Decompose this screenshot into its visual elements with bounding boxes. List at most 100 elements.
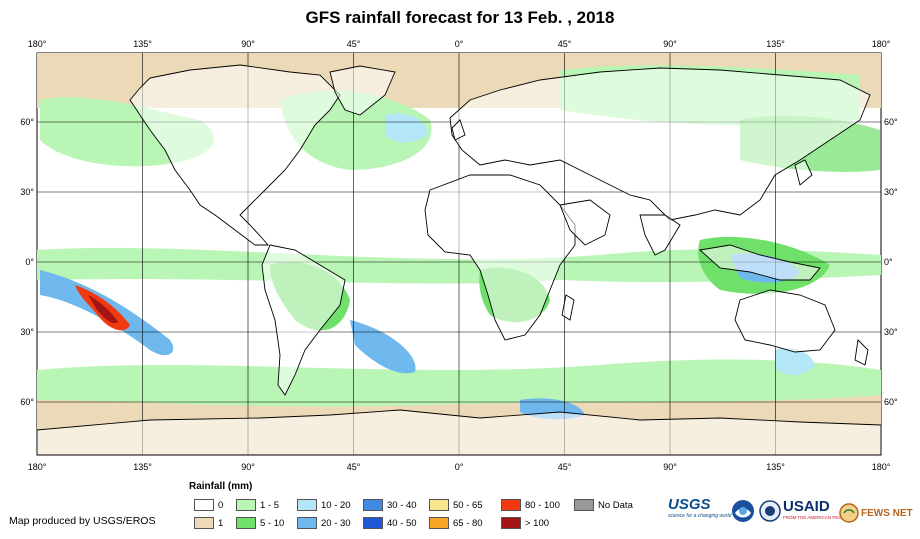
longitude-labels-bottom: 180° 135° 90° 45° 0° 45° 90° 135° 180° — [28, 462, 891, 472]
latitude-labels-right: 60° 30° 0° 30° 60° — [884, 117, 898, 407]
lon-label-bottom: 135° — [133, 462, 152, 472]
usgs-logo: USGS science for a changing world — [668, 496, 732, 527]
legend-label: 80 - 100 — [525, 499, 560, 511]
legend-swatch — [297, 499, 317, 511]
lon-label-bottom: 90° — [241, 462, 255, 472]
lon-label-bottom: 90° — [663, 462, 677, 472]
legend-item: 50 - 65 — [429, 498, 483, 512]
japan — [794, 159, 813, 186]
legend-label: > 100 — [525, 517, 550, 529]
legend-label: 65 - 80 — [453, 517, 483, 529]
usaid-tagline: FROM THE AMERICAN PEOPLE — [783, 515, 851, 520]
usgs-tagline: science for a changing world — [668, 513, 732, 519]
lon-label-top: 45° — [558, 39, 572, 49]
legend-label: 40 - 50 — [387, 517, 417, 529]
lat-label-left: 60° — [20, 397, 34, 407]
lat-label-right: 60° — [884, 117, 898, 127]
legend-label: 20 - 30 — [321, 517, 351, 529]
africa — [424, 174, 576, 341]
legend-item: 30 - 40 — [363, 498, 417, 512]
usgs-wordmark: USGS — [668, 496, 711, 513]
legend-item: > 100 — [501, 516, 549, 530]
lat-label-right: 60° — [884, 397, 898, 407]
legend-label: No Data — [598, 499, 633, 511]
legend-swatch — [363, 499, 383, 511]
lon-label-bottom: 180° — [872, 462, 891, 472]
lon-label-top: 90° — [241, 39, 255, 49]
legend-item: 20 - 30 — [297, 516, 351, 530]
legend-swatch — [429, 499, 449, 511]
southeast-asia-islands — [699, 244, 821, 281]
legend-swatch — [501, 517, 521, 529]
lat-label-right: 30° — [884, 187, 898, 197]
madagascar — [561, 294, 575, 321]
legend-label: 50 - 65 — [453, 499, 483, 511]
lon-label-top: 135° — [133, 39, 152, 49]
greenland — [329, 65, 396, 116]
lon-label-bottom: 45° — [347, 462, 361, 472]
lon-label-bottom: 0° — [455, 462, 464, 472]
india — [639, 214, 681, 256]
longitude-labels-top: 180° 135° 90° 45° 0° 45° 90° 135° 180° — [28, 39, 891, 49]
legend-item: 40 - 50 — [363, 516, 417, 530]
lon-label-top: 180° — [872, 39, 891, 49]
legend-swatch — [194, 517, 214, 529]
credit-text: Map produced by USGS/EROS — [9, 515, 156, 527]
legend-swatch — [194, 499, 214, 511]
fewsnet-logo: FEWS NET — [839, 500, 917, 526]
lon-label-bottom: 180° — [28, 462, 47, 472]
legend-swatch — [297, 517, 317, 529]
legend-item: 1 - 5 — [236, 498, 279, 512]
lon-label-top: 180° — [28, 39, 47, 49]
rainfall-map: 180° 135° 90° 45° 0° 45° 90° 135° 180° 1… — [20, 39, 898, 472]
lon-label-top: 0° — [455, 39, 464, 49]
land-outlines — [37, 64, 881, 455]
legend-label: 1 — [218, 517, 224, 529]
legend-item: 5 - 10 — [236, 516, 284, 530]
lon-label-top: 45° — [347, 39, 361, 49]
legend-swatch — [501, 499, 521, 511]
rain-patch-south-atlantic — [350, 320, 416, 374]
lat-label-left: 30° — [20, 327, 34, 337]
noaa-logo-icon — [732, 500, 754, 522]
legend-item: 10 - 20 — [297, 498, 351, 512]
lon-label-bottom: 45° — [558, 462, 572, 472]
legend-item: 1 — [194, 516, 223, 530]
legend-label: 0 — [218, 499, 224, 511]
rain-patch-north-atlantic-core — [385, 113, 428, 143]
south-america — [261, 244, 346, 396]
lon-label-bottom: 135° — [766, 462, 785, 472]
lat-label-left: 30° — [20, 187, 34, 197]
lat-label-right: 30° — [884, 327, 898, 337]
legend-swatch — [574, 499, 594, 511]
latitude-labels-left: 60° 30° 0° 30° 60° — [20, 117, 34, 407]
fewsnet-globe-icon — [839, 503, 859, 523]
legend-swatch — [236, 517, 256, 529]
legend-label: 30 - 40 — [387, 499, 417, 511]
lat-label-right: 0° — [884, 257, 893, 267]
legend-label: 5 - 10 — [260, 517, 285, 529]
legend-label: 10 - 20 — [321, 499, 351, 511]
lat-label-left: 0° — [25, 257, 34, 267]
usaid-wordmark: USAID — [783, 498, 830, 515]
legend-item: 80 - 100 — [501, 498, 560, 512]
australia — [734, 289, 836, 353]
rain-patch-tasman — [775, 348, 815, 376]
lon-label-top: 135° — [766, 39, 785, 49]
fewsnet-wordmark: FEWS NET — [861, 507, 913, 519]
legend-swatch — [236, 499, 256, 511]
new-zealand — [854, 339, 869, 366]
legend-swatch — [429, 517, 449, 529]
legend-title: Rainfall (mm) — [189, 481, 253, 492]
legend-item: 0 — [194, 498, 223, 512]
map-title: GFS rainfall forecast for 13 Feb. , 2018 — [305, 8, 615, 27]
legend-label: 1 - 5 — [260, 499, 280, 511]
arabia — [559, 199, 611, 246]
legend-swatch — [363, 517, 383, 529]
legend-item: No Data — [574, 498, 633, 512]
north-america — [129, 64, 341, 246]
eurasia — [449, 67, 871, 221]
usaid-logo: USAID FROM THE AMERICAN PEOPLE — [783, 498, 851, 527]
dhs-seal-icon — [759, 500, 781, 522]
lon-label-top: 90° — [663, 39, 677, 49]
